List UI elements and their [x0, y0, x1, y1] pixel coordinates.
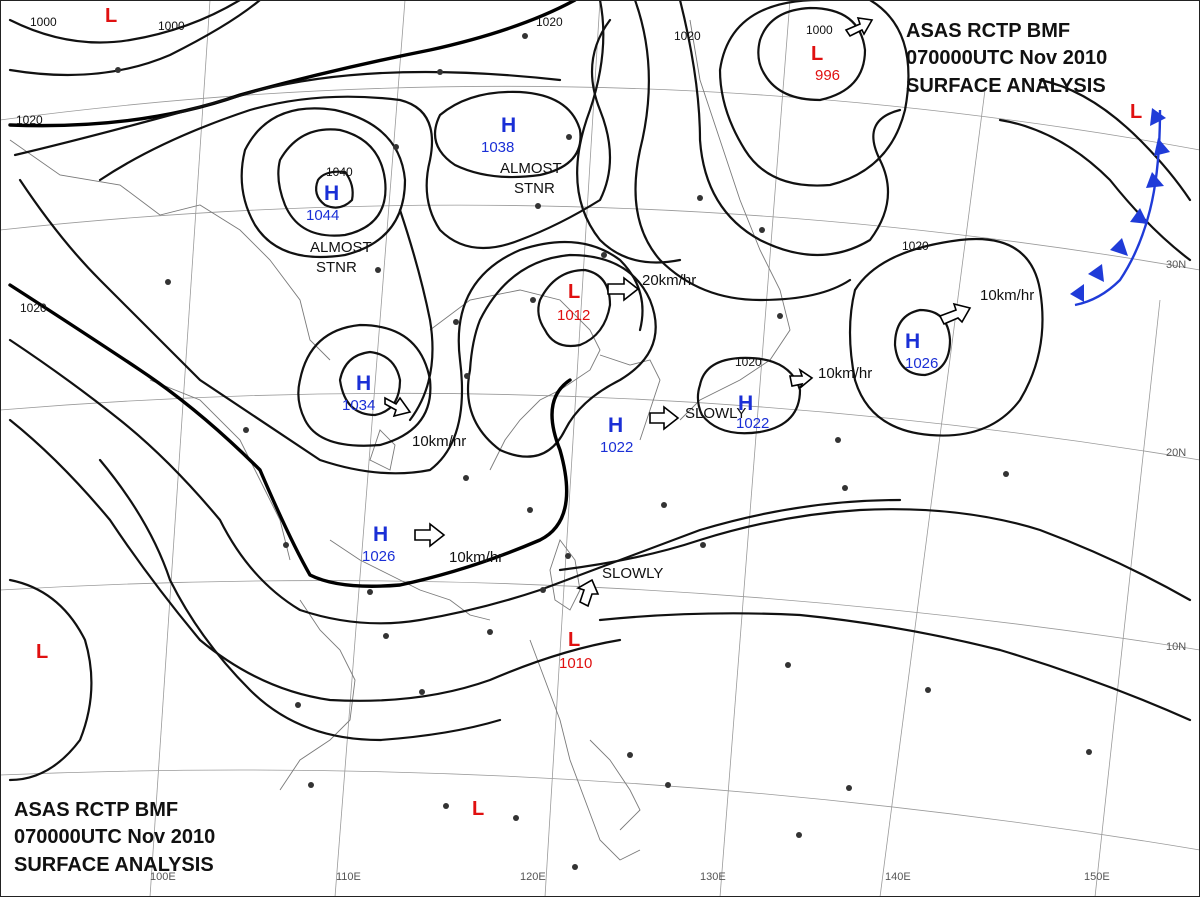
- coastlines: [9, 19, 791, 861]
- isobar-label: 1000: [806, 23, 833, 37]
- motion-label: 10km/hr: [980, 287, 1034, 304]
- footer-subtitle: SURFACE ANALYSIS: [14, 854, 214, 876]
- latitude-label: 10N: [1166, 641, 1186, 653]
- arrow-h5: [649, 405, 680, 431]
- high-value: 1022: [736, 415, 769, 432]
- high-symbol: H: [356, 372, 371, 395]
- isobar-label: 1020: [16, 113, 43, 127]
- header-title: ASAS RCTP BMF: [906, 20, 1070, 42]
- arrow-h4: [414, 522, 446, 548]
- low-symbol: L: [1130, 101, 1142, 123]
- high-value: 1034: [342, 397, 375, 414]
- high-symbol: H: [324, 182, 339, 205]
- high-value: 1044: [306, 207, 339, 224]
- low-symbol: L: [568, 281, 580, 303]
- isobar-label: 1020: [536, 15, 563, 29]
- motion-arrows: [384, 17, 972, 608]
- isobar-label: 1020: [20, 301, 47, 315]
- motion-label: 10km/hr: [412, 433, 466, 450]
- grid-labels: 100E 110E 120E 130E 140E 150E 30N 20N 10…: [150, 259, 1186, 883]
- longitude-label: 120E: [520, 871, 546, 883]
- station-plots: [115, 33, 1092, 870]
- status-label: ALMOST: [500, 160, 562, 177]
- low-symbol: L: [105, 5, 117, 27]
- motion-label: 10km/hr: [449, 549, 503, 566]
- low-value: 1012: [557, 307, 590, 324]
- motion-label: 10km/hr: [818, 365, 872, 382]
- longitude-label: 140E: [885, 871, 911, 883]
- isobar-label: 1040: [326, 165, 353, 179]
- latitude-label: 20N: [1166, 447, 1186, 459]
- high-value: 1026: [362, 548, 395, 565]
- longitude-label: 130E: [700, 871, 726, 883]
- high-symbol: H: [373, 523, 388, 546]
- isobar-label: 1000: [30, 15, 57, 29]
- low-value: 996: [815, 67, 840, 84]
- low-value: 1010: [559, 655, 592, 672]
- low-centers: L 1012 L 1010 L 996 L L L L: [36, 5, 1142, 820]
- footer-time: 070000UTC Nov 2010: [14, 826, 215, 848]
- high-value: 1038: [481, 139, 514, 156]
- footer-title: ASAS RCTP BMF: [14, 799, 178, 821]
- high-value: 1022: [600, 439, 633, 456]
- arrow-l1: [607, 276, 640, 302]
- longitude-label: 100E: [150, 871, 176, 883]
- low-symbol: L: [811, 43, 823, 65]
- low-symbol: L: [472, 798, 484, 820]
- arrow-h3: [384, 396, 412, 418]
- high-symbol: H: [501, 114, 516, 137]
- motion-label: SLOWLY: [602, 565, 663, 582]
- header-bottom-left: ASAS RCTP BMF 070000UTC Nov 2010 SURFACE…: [14, 799, 215, 876]
- motion-labels: 20km/hr 10km/hr 10km/hr 10km/hr 10km/hr …: [310, 160, 1034, 582]
- high-value: 1026: [905, 355, 938, 372]
- arrow-h6: [789, 368, 814, 389]
- longitude-label: 150E: [1084, 871, 1110, 883]
- arrow-l3: [844, 17, 874, 38]
- high-centers: H 1038 H 1044 H 1034 H 1026 H 1022 H 102…: [306, 114, 938, 565]
- longitude-label: 110E: [336, 871, 361, 883]
- cold-front: [1070, 108, 1170, 307]
- status-label: STNR: [514, 180, 555, 197]
- header-top-right: ASAS RCTP BMF 070000UTC Nov 2010 SURFACE…: [906, 20, 1107, 97]
- header-subtitle: SURFACE ANALYSIS: [906, 75, 1106, 97]
- isobars: [8, 0, 1192, 782]
- high-symbol: H: [608, 414, 623, 437]
- latitude-label: 30N: [1166, 259, 1186, 271]
- status-label: ALMOST: [310, 239, 372, 256]
- isobar-labels: 1000 1000 1020 1020 1040 1020 1000 1020 …: [16, 15, 929, 369]
- low-symbol: L: [568, 629, 580, 651]
- motion-label: SLOWLY: [685, 405, 746, 422]
- motion-label: 20km/hr: [642, 272, 696, 289]
- isobar-label: 1000: [158, 19, 185, 33]
- header-time: 070000UTC Nov 2010: [906, 47, 1107, 69]
- arrow-l2: [576, 578, 600, 608]
- low-symbol: L: [36, 641, 48, 663]
- isobar-label: 1020: [735, 355, 762, 369]
- status-label: STNR: [316, 259, 357, 276]
- high-symbol: H: [738, 392, 753, 415]
- arrow-h7: [938, 302, 972, 326]
- high-symbol: H: [905, 330, 920, 353]
- isobar-label: 1020: [902, 239, 929, 253]
- isobar-label: 1020: [674, 29, 701, 43]
